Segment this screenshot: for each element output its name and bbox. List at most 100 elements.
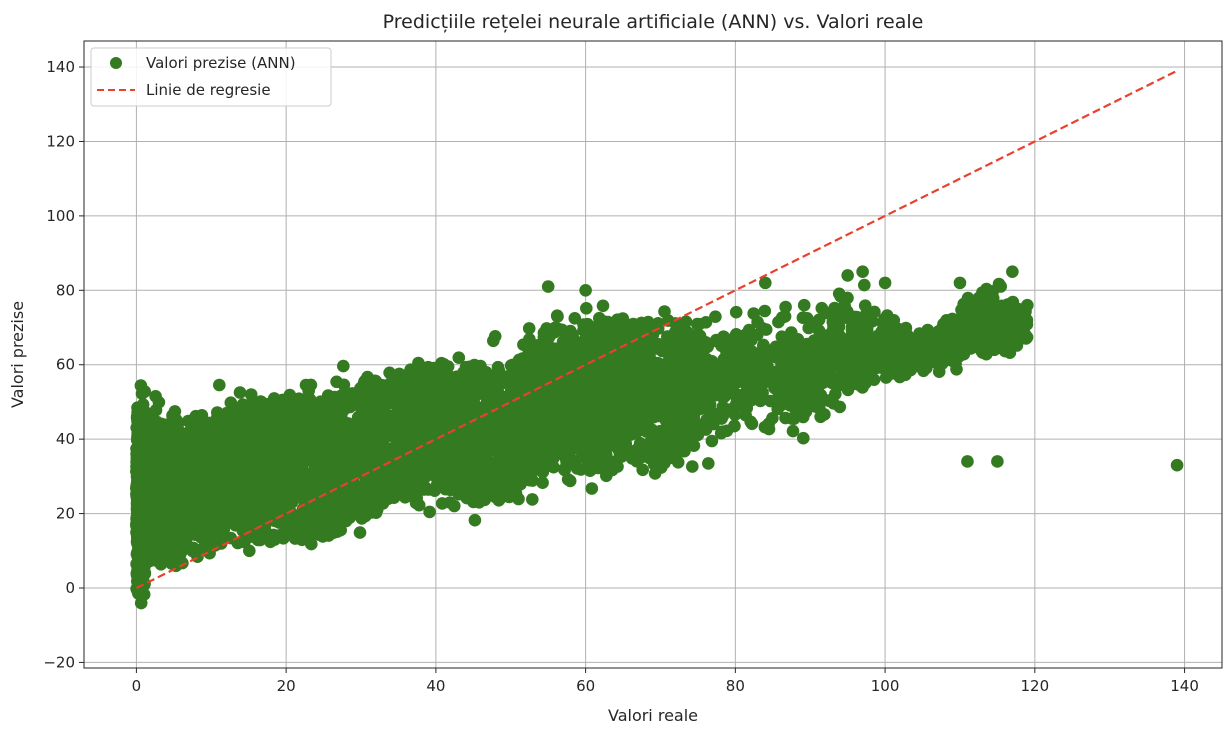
scatter-point <box>238 535 251 549</box>
scatter-point <box>878 312 891 326</box>
scatter-point <box>522 322 536 335</box>
scatter-point <box>778 310 792 323</box>
scatter-point <box>942 326 956 339</box>
scatter-point <box>496 424 510 438</box>
scatter-point <box>990 314 1003 328</box>
scatter-point <box>739 401 753 415</box>
scatter-point <box>786 424 800 438</box>
scatter-point <box>841 311 854 325</box>
scatter-point <box>810 389 823 403</box>
scatter-point <box>224 396 238 410</box>
scatter-point <box>580 302 593 315</box>
scatter-point <box>887 314 901 327</box>
scatter-point <box>946 341 959 355</box>
scatter-point <box>297 417 311 431</box>
scatter-point <box>899 368 912 382</box>
scatter-point <box>233 386 247 399</box>
scatter-points <box>130 265 1184 610</box>
scatter-point <box>866 363 880 376</box>
scatter-point <box>762 422 776 436</box>
scatter-point <box>832 320 846 334</box>
scatter-point <box>875 350 888 364</box>
scatter-point <box>783 388 797 401</box>
scatter-point <box>928 345 941 359</box>
scatter-point <box>390 437 403 450</box>
scatter-point <box>799 346 813 359</box>
scatter-point <box>747 307 760 320</box>
scatter-point <box>227 514 241 528</box>
scatter-point <box>732 336 745 349</box>
scatter-point <box>853 328 866 341</box>
scatter-point <box>844 344 858 358</box>
scatter-point <box>799 405 813 419</box>
scatter-point <box>996 334 1009 347</box>
scatter-point <box>139 409 153 423</box>
scatter-point <box>686 460 699 473</box>
scatter-point <box>1019 332 1033 345</box>
scatter-point <box>846 377 859 391</box>
scatter-point <box>307 416 321 429</box>
scatter-point <box>728 408 742 422</box>
scatter-point <box>994 280 1007 293</box>
scatter-point <box>753 387 767 401</box>
scatter-point <box>709 310 722 324</box>
scatter-point <box>727 355 740 369</box>
scatter-point <box>884 350 898 364</box>
scatter-point <box>825 341 839 355</box>
scatter-point <box>977 333 990 346</box>
scatter-point <box>183 542 197 555</box>
scatter-point <box>703 375 716 388</box>
scatter-point <box>815 301 829 315</box>
scatter-point <box>802 321 815 335</box>
scatter-point <box>171 532 185 545</box>
scatter-point <box>814 410 827 424</box>
scatter-point <box>755 376 768 389</box>
scatter-point <box>797 431 810 445</box>
scatter-point <box>873 339 886 352</box>
scatter-point <box>298 393 311 407</box>
scatter-point <box>728 419 741 433</box>
scatter-point <box>855 366 869 380</box>
scatter-point <box>998 344 1012 358</box>
scatter-point <box>808 363 821 377</box>
scatter-point <box>861 336 875 349</box>
scatter-point <box>138 385 151 398</box>
scatter-point <box>782 347 796 360</box>
scatter-point <box>138 443 151 457</box>
scatter-point <box>720 345 733 359</box>
scatter-point <box>435 497 449 510</box>
scatter-point <box>745 417 759 431</box>
scatter-point <box>986 305 999 318</box>
scatter-point <box>705 434 719 448</box>
scatter-point <box>858 299 872 313</box>
scatter-point <box>347 476 361 490</box>
scatter-point <box>829 387 842 401</box>
scatter-point <box>823 374 837 388</box>
scatter-point <box>448 499 461 513</box>
scatter-point <box>950 363 963 376</box>
scatter-point <box>946 312 959 326</box>
scatter-point <box>1003 303 1017 316</box>
scatter-point <box>790 377 804 390</box>
scatter-point <box>874 327 887 341</box>
scatter-point <box>956 325 970 339</box>
scatter-point <box>837 369 851 382</box>
scatter-point <box>149 403 163 417</box>
scatter-point <box>179 497 193 510</box>
scatter-point <box>779 300 792 314</box>
scatter-point <box>800 312 814 325</box>
scatter-point <box>244 388 258 401</box>
scatter-point <box>728 386 741 400</box>
scatter-point <box>526 493 539 506</box>
scatter-point <box>1011 317 1024 330</box>
scatter-point <box>737 375 750 389</box>
scatter-point <box>812 313 826 327</box>
scatter-point <box>213 378 226 392</box>
scatter-point <box>834 348 848 362</box>
scatter-point <box>763 367 776 380</box>
scatter-point <box>488 330 502 343</box>
scatter-point <box>822 353 836 367</box>
scatter-point <box>797 298 811 312</box>
scatter-point <box>878 363 892 376</box>
